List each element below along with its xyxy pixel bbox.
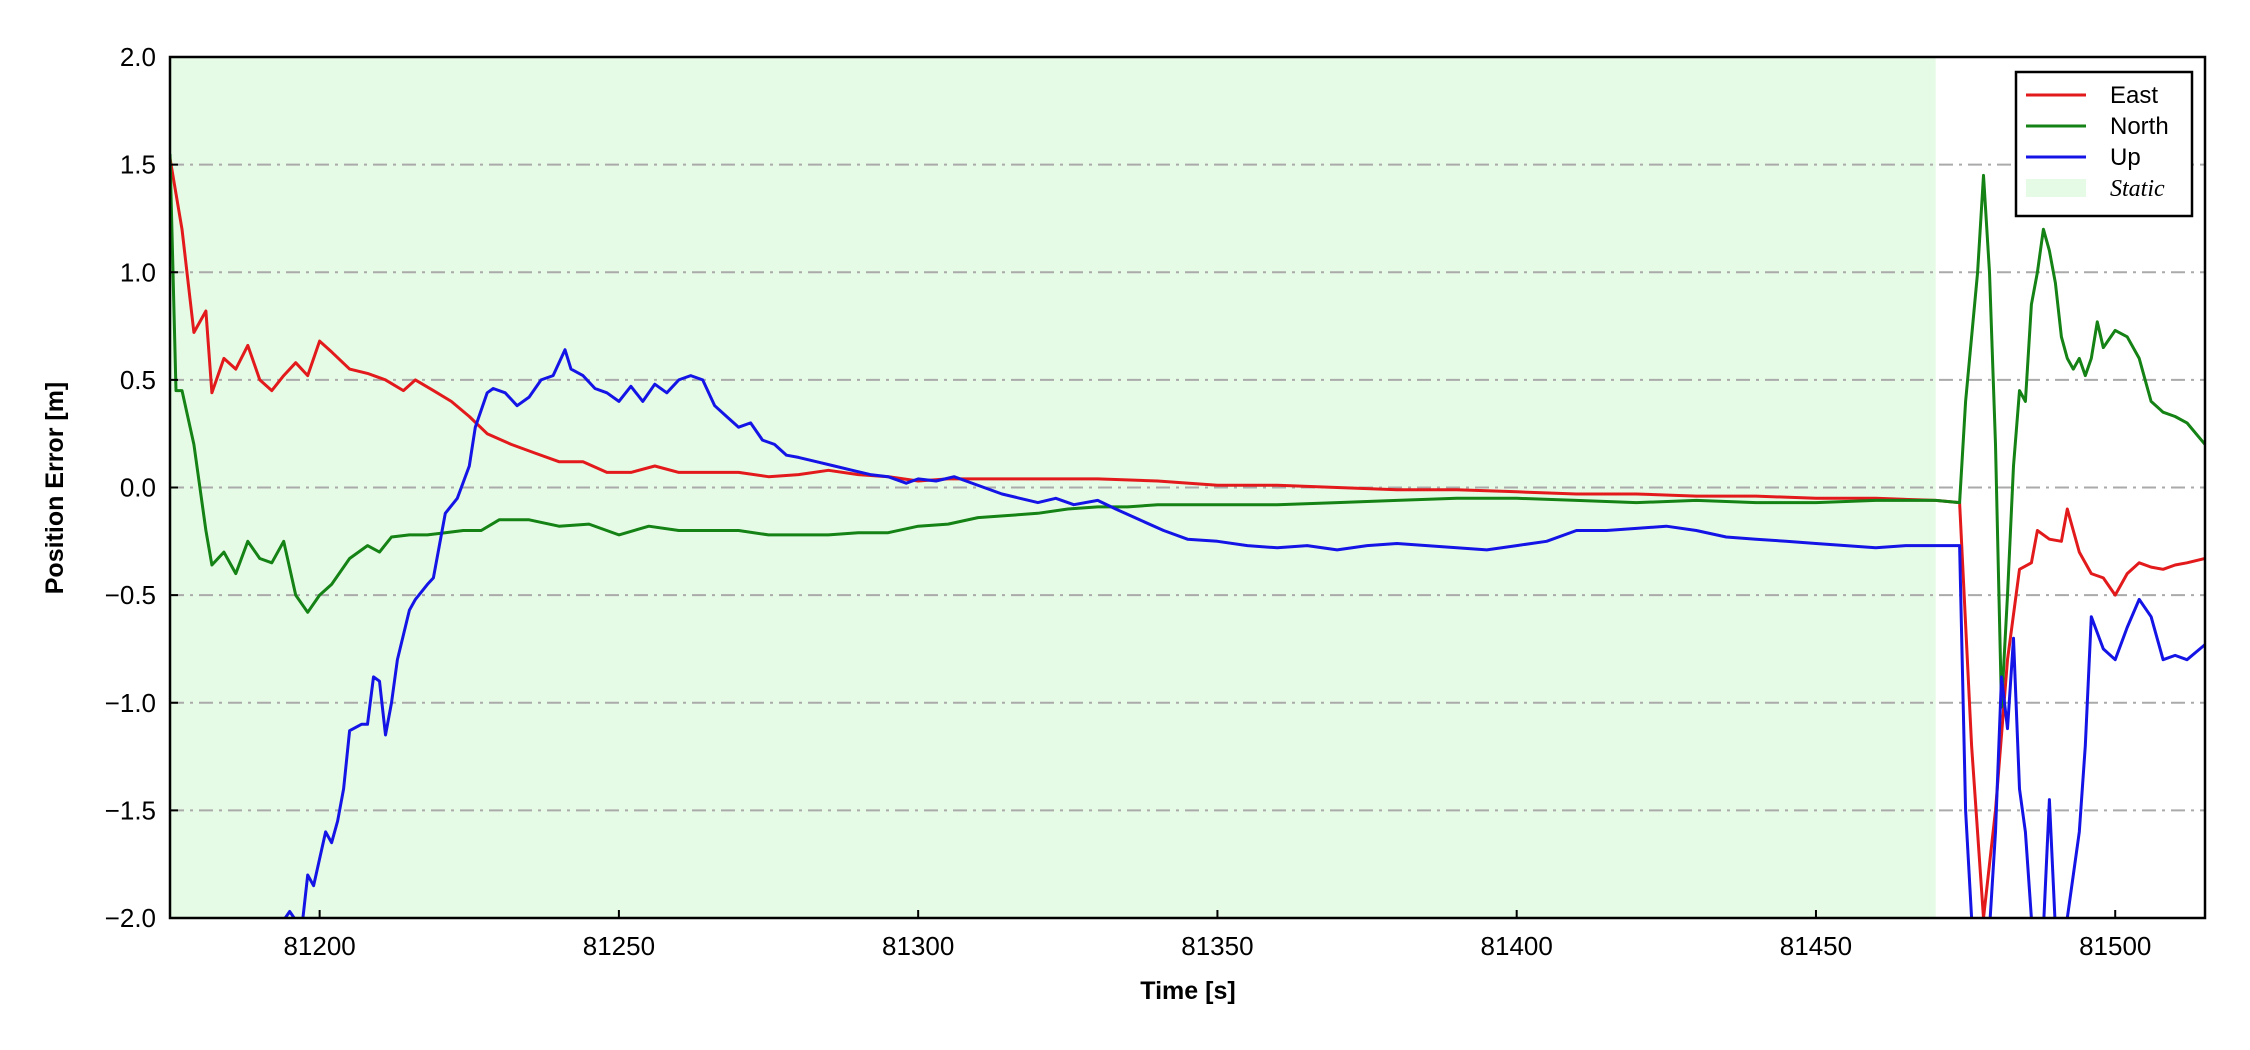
x-tick-label: 81200 <box>283 931 355 961</box>
x-tick-label: 81250 <box>583 931 655 961</box>
y-tick-label: −1.5 <box>105 795 156 825</box>
legend: East North Up Static <box>2014 70 2194 218</box>
legend-label-north: North <box>2110 113 2169 140</box>
axis-ticks: 81200 81250 81300 81350 81400 81450 81500 2.0 1.… <box>105 42 2152 961</box>
series-lines <box>170 153 2205 918</box>
legend-swatch-static <box>2026 179 2086 197</box>
x-tick-label: 81450 <box>1780 931 1852 961</box>
x-axis-label: Time [s] <box>1140 977 1235 1005</box>
legend-label-up: Up <box>2110 144 2141 171</box>
series-line-north <box>170 153 2205 709</box>
y-tick-label: 2.0 <box>120 42 156 72</box>
legend-label-east: East <box>2110 82 2158 109</box>
x-tick-label: 81300 <box>882 931 954 961</box>
y-axis-label: Position Error [m] <box>41 382 69 595</box>
y-tick-label: 1.5 <box>120 150 156 180</box>
gridlines <box>170 163 2205 812</box>
y-tick-label: −0.5 <box>105 580 156 610</box>
y-tick-label: −2.0 <box>105 903 156 933</box>
y-tick-label: 0.5 <box>120 365 156 395</box>
x-tick-label: 81500 <box>2079 931 2151 961</box>
x-tick-label: 81400 <box>1481 931 1553 961</box>
x-tick-label: 81350 <box>1181 931 1253 961</box>
y-tick-label: 0.0 <box>120 473 156 503</box>
y-tick-label: 1.0 <box>120 257 156 287</box>
series-line-up <box>283 348 2205 918</box>
legend-label-static: Static <box>2110 176 2165 202</box>
y-tick-label: −1.0 <box>105 688 156 718</box>
